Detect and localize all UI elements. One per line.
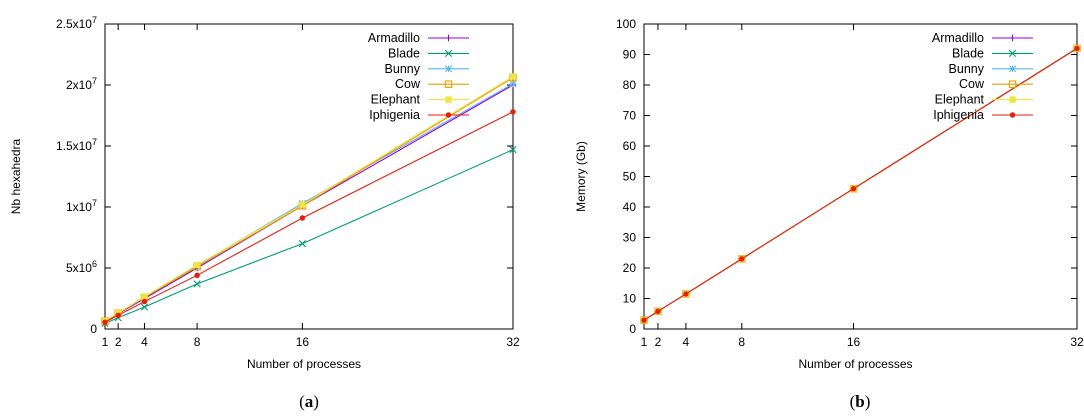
legend-marker — [444, 65, 453, 73]
legend-label: Iphigenia — [933, 108, 984, 122]
data-point — [115, 312, 121, 319]
panel-caption: (a) — [299, 392, 319, 411]
data-point — [298, 240, 307, 248]
legend-marker — [1008, 80, 1017, 88]
x-tick-label: 16 — [296, 335, 310, 349]
x-axis-label: Number of processes — [247, 357, 361, 371]
data-point — [509, 80, 517, 88]
y-tick-label: 5x106 — [66, 259, 97, 275]
data-point — [509, 146, 517, 154]
data-point — [509, 73, 517, 80]
legend-marker — [445, 34, 452, 42]
x-tick-label: 32 — [506, 335, 520, 349]
x-tick-label: 8 — [194, 335, 201, 349]
series-line — [104, 149, 514, 324]
series-line — [104, 84, 514, 322]
legend-marker — [445, 96, 452, 103]
legend-label: Cow — [959, 77, 985, 91]
series-blade — [101, 146, 517, 327]
data-point — [141, 298, 148, 305]
legend-marker — [1008, 49, 1017, 57]
y-tick-label: 20 — [623, 261, 637, 275]
y-tick-label: 90 — [623, 48, 637, 62]
y-tick-label: 1.5x107 — [56, 137, 97, 153]
x-tick-label: 1 — [641, 335, 648, 349]
series-iphigenia — [102, 109, 516, 325]
y-tick-label: 50 — [623, 170, 637, 184]
y-tick-label: 70 — [623, 109, 637, 123]
data-point — [641, 317, 647, 323]
data-point — [850, 185, 857, 192]
plot-frame — [104, 23, 514, 330]
data-point — [102, 319, 108, 325]
y-tick-label: 80 — [623, 78, 637, 92]
legend-label: Blade — [952, 46, 984, 60]
data-point — [141, 293, 148, 300]
data-point — [140, 303, 149, 311]
x-tick-label: 1 — [102, 335, 109, 349]
legend-marker — [1009, 96, 1016, 103]
data-point — [1074, 45, 1080, 52]
data-point — [655, 308, 661, 315]
legend-label: Bunny — [949, 62, 985, 76]
y-tick-label: 60 — [623, 139, 637, 153]
series-line — [643, 47, 1078, 321]
y-tick-label: 0 — [90, 322, 97, 336]
legend-marker — [444, 49, 453, 57]
data-point — [299, 201, 306, 208]
data-point — [193, 261, 201, 269]
data-point — [194, 272, 200, 279]
legend-label: Armadillo — [368, 31, 420, 45]
series-armadillo — [101, 81, 517, 325]
y-tick-label: 40 — [623, 200, 637, 214]
data-point — [510, 109, 516, 115]
legend-marker — [445, 112, 452, 118]
data-point — [193, 280, 201, 288]
legend-label: Iphigenia — [369, 108, 420, 122]
y-tick-label: 30 — [623, 231, 637, 245]
series-iphigenia — [641, 45, 1080, 323]
y-tick-label: 10 — [623, 292, 637, 306]
x-tick-label: 4 — [141, 335, 148, 349]
x-tick-label: 2 — [655, 335, 662, 349]
chart-panel-a: 0 5x106 1x107 1.5x107 2x107 2.5x107 1 2 4 8 16 32 Nu… — [9, 15, 520, 411]
legend-label: Bunny — [385, 62, 421, 76]
chart-panel-b: 0 10 20 30 40 50 60 70 80 90 100 1 2 4 8 16 32 Number of … — [574, 17, 1084, 411]
y-tick-label: 2.5x107 — [56, 15, 97, 31]
y-tick-label: 0 — [629, 322, 636, 336]
x-tick-label: 16 — [847, 335, 861, 349]
legend-label: Armadillo — [932, 31, 984, 45]
legend-marker — [1009, 112, 1016, 118]
x-tick-label: 2 — [115, 335, 122, 349]
data-point — [299, 215, 306, 221]
legend-marker — [1009, 34, 1016, 42]
x-tick-label: 4 — [683, 335, 690, 349]
y-tick-label: 2x107 — [66, 76, 97, 92]
legend-label: Cow — [395, 77, 421, 91]
y-tick-label: 1x107 — [66, 198, 97, 214]
data-point — [683, 291, 689, 297]
legend-marker — [444, 80, 453, 88]
series-line — [104, 111, 514, 323]
x-tick-label: 8 — [738, 335, 745, 349]
x-axis-label: Number of processes — [798, 357, 912, 371]
y-axis-label: Memory (Gb) — [574, 141, 588, 212]
legend-label: Elephant — [371, 93, 421, 107]
panel-caption: (b) — [850, 392, 871, 411]
data-point — [739, 256, 745, 262]
y-axis-label: Nb hexahedra — [9, 138, 23, 214]
legend-marker — [1008, 65, 1017, 73]
y-tick-label: 100 — [616, 17, 636, 31]
x-tick-label: 32 — [1070, 335, 1084, 349]
legend-label: Elephant — [935, 93, 985, 107]
legend-label: Blade — [388, 46, 420, 60]
